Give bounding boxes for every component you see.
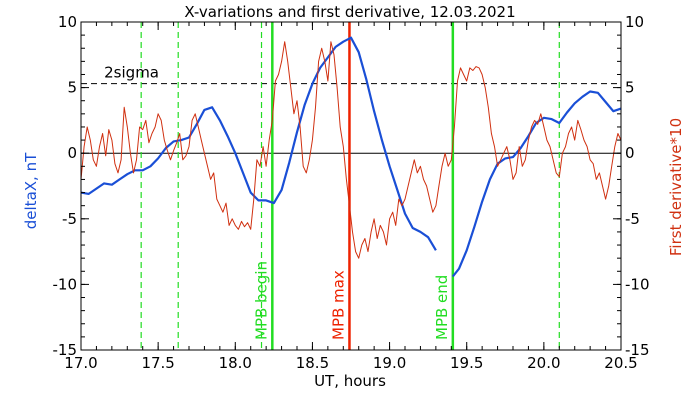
left-y-tick-label-5: 10 — [58, 13, 77, 31]
x-axis-label: UT, hours — [314, 372, 386, 390]
x-tick-label-2: 18.0 — [219, 354, 252, 372]
x-tick-label-5: 19.5 — [450, 354, 483, 372]
left-y-tick-label-1: -10 — [53, 275, 78, 293]
x-tick-label-4: 19.0 — [373, 354, 406, 372]
series-deltaX-segment-1 — [451, 90, 622, 278]
left-y-tick-label-3: 0 — [67, 144, 77, 162]
right-axis-label: First derivative*10 — [667, 118, 685, 256]
x-tick-label-6: 20.0 — [527, 354, 560, 372]
left-axis-label: deltaX, nT — [22, 152, 40, 229]
left-y-tick-label-2: -5 — [62, 210, 77, 228]
series-deltaX-segment-0 — [80, 36, 437, 251]
series-derivative-segment-0 — [80, 41, 622, 259]
x-tick-label-3: 18.5 — [296, 354, 329, 372]
right-y-tick-label-1: -10 — [625, 275, 650, 293]
right-y-tick-label-3: 0 — [625, 144, 635, 162]
chart-title: X-variations and first derivative, 12.03… — [184, 3, 515, 21]
x-tick-label-1: 17.5 — [141, 354, 174, 372]
left-y-tick-label-4: 5 — [67, 79, 77, 97]
right-y-tick-label-2: -5 — [625, 210, 640, 228]
threshold-label: 2sigma — [104, 64, 159, 82]
plot-area: 2sigma MPB begin MPB max MPB end 17.0 17.5 18.… — [53, 13, 650, 372]
plot-frame — [80, 21, 622, 351]
right-y-tick-label-5: 10 — [625, 13, 644, 31]
x-tick-label-0: 17.0 — [64, 354, 97, 372]
marker-label-1: MPB max — [329, 270, 347, 340]
marker-label-2: MPB end — [433, 275, 451, 340]
left-y-tick-label-0: -15 — [53, 341, 78, 359]
right-y-tick-label-0: -15 — [625, 341, 650, 359]
marker-label-0: MPB begin — [252, 261, 270, 340]
right-y-tick-label-4: 5 — [625, 79, 635, 97]
x-tick-label-7: 20.5 — [604, 354, 637, 372]
